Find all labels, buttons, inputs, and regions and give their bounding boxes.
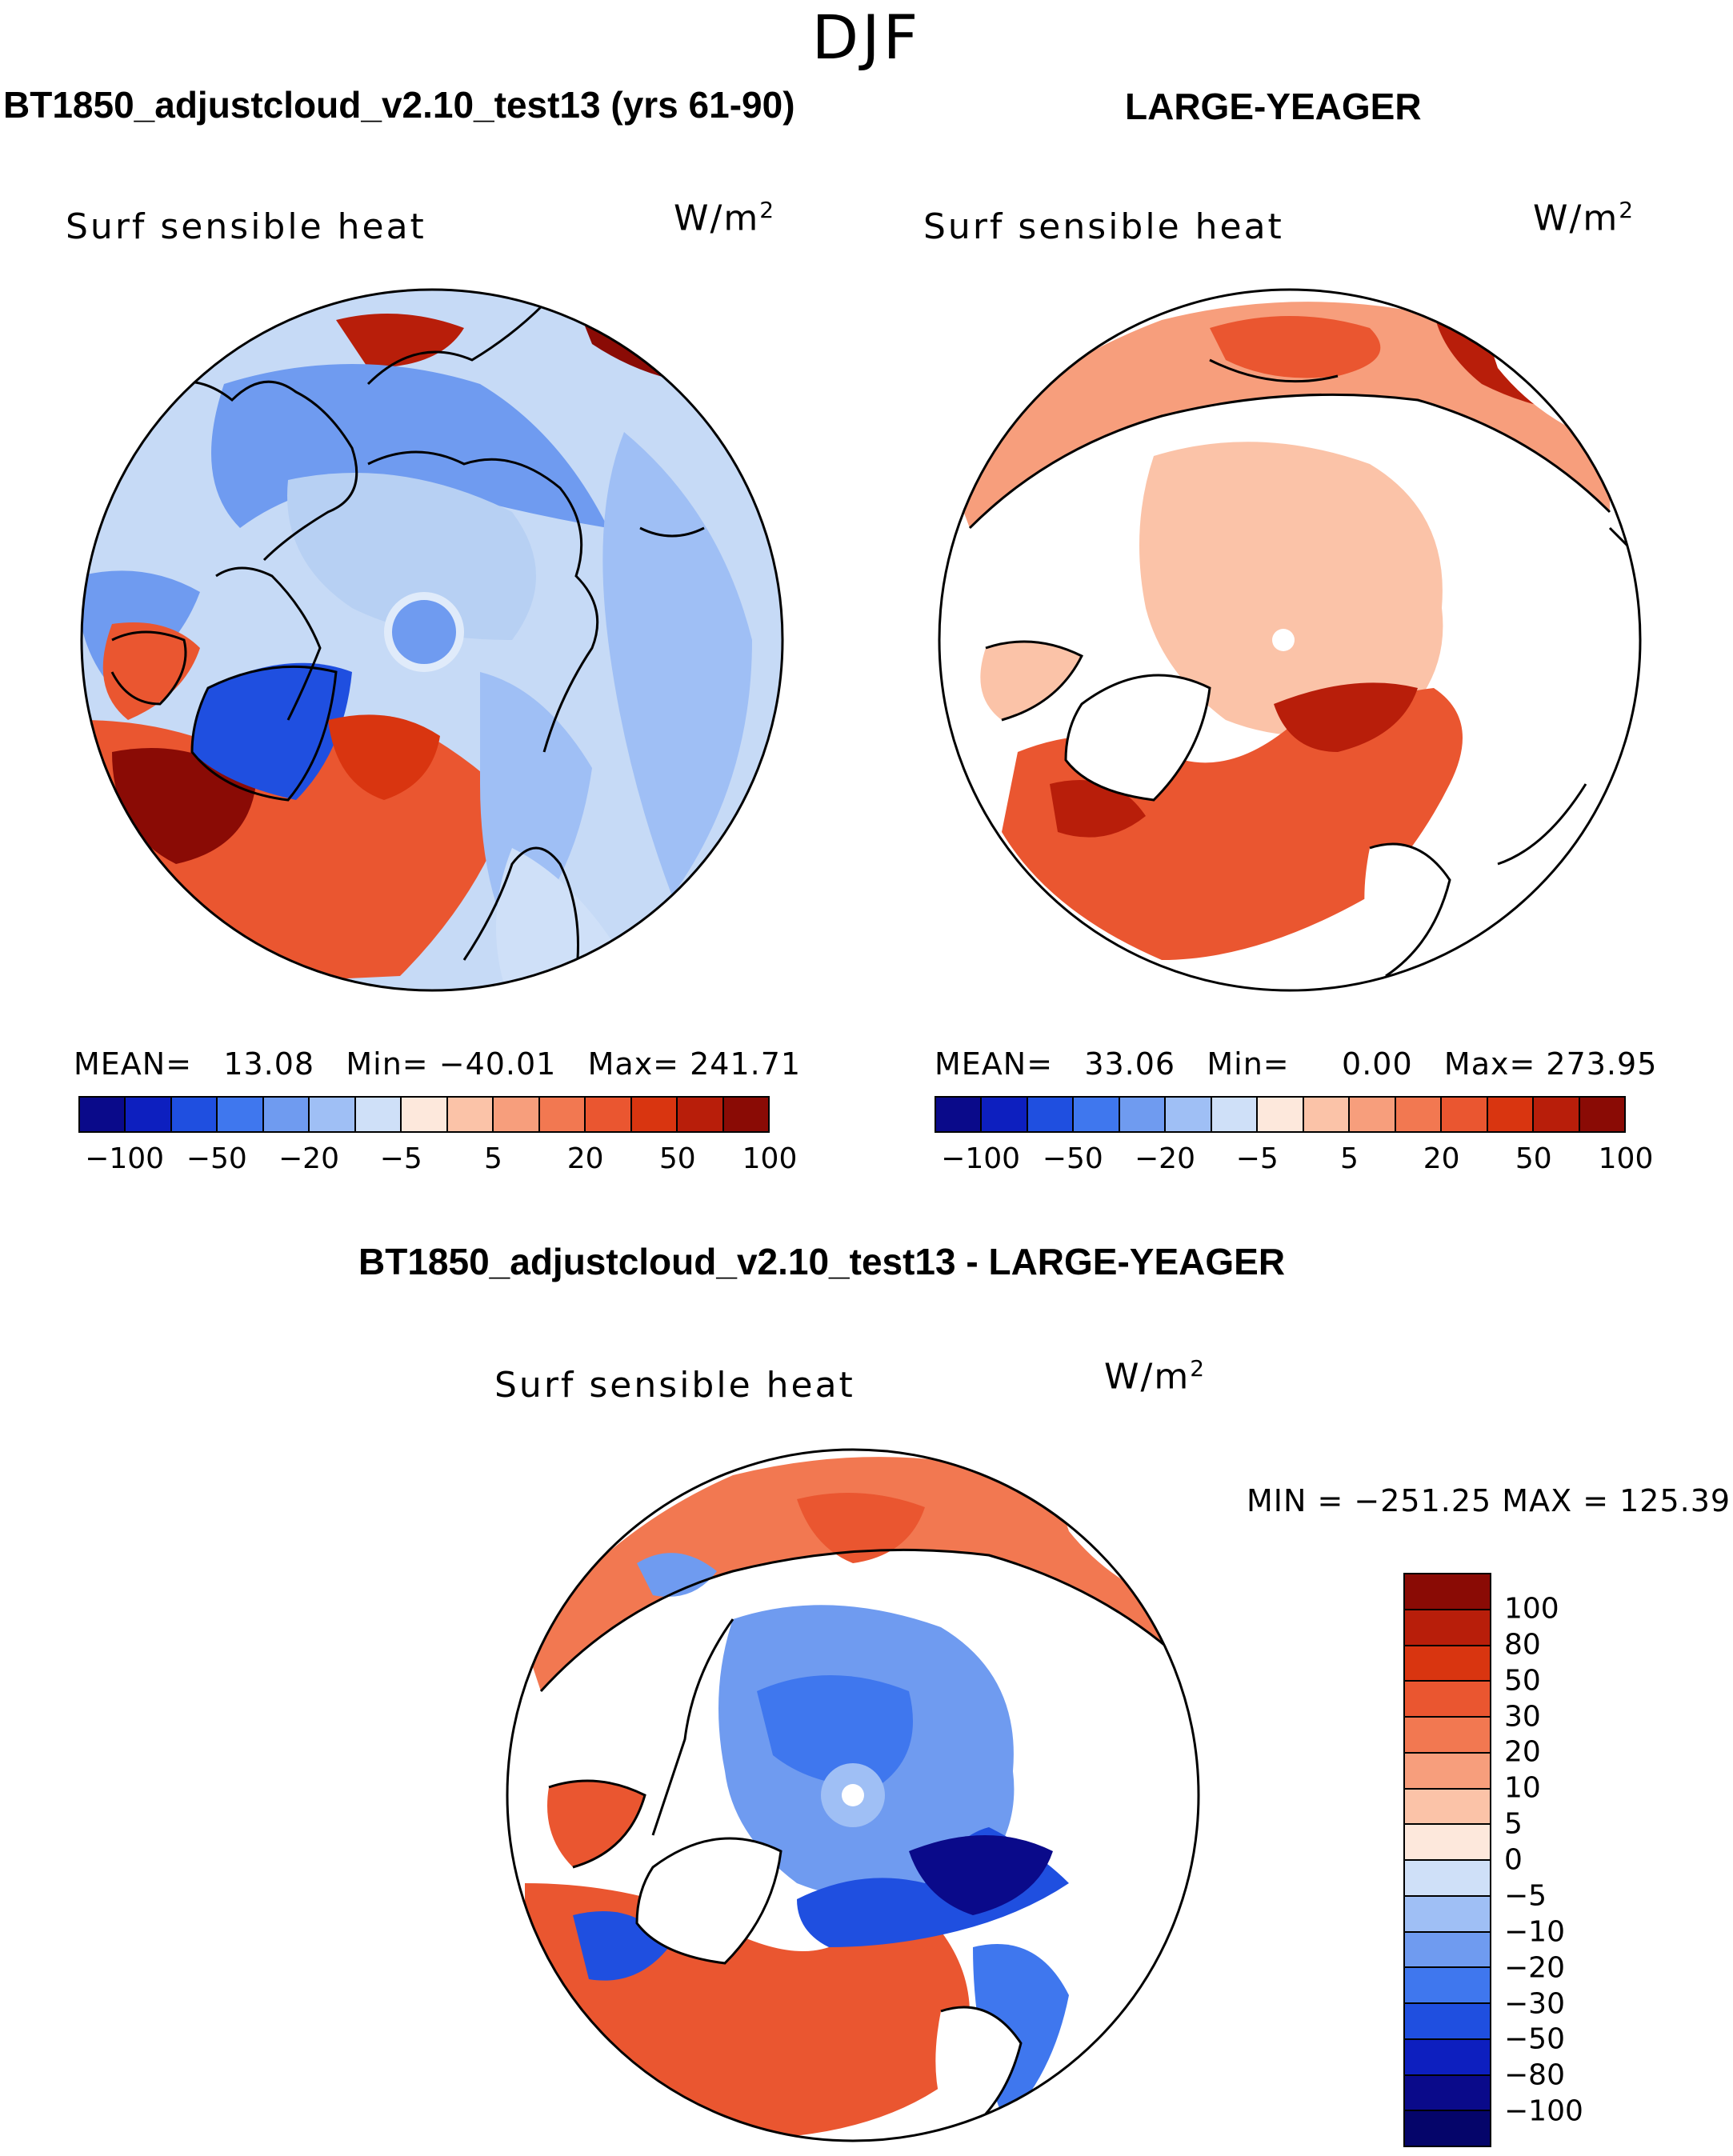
panel-obs-colorbar-swatch xyxy=(1258,1098,1304,1131)
panel-obs-stats: MEAN= 33.06 Min= 0.00 Max= 273.95 xyxy=(935,1046,1658,1082)
panel-model-colorbar-tick-label: 100 xyxy=(742,1142,798,1175)
panel-obs-colorbar-swatch xyxy=(982,1098,1028,1131)
panel-model-colorbar-swatch xyxy=(678,1098,724,1131)
panel-obs-colorbar-swatch xyxy=(1211,1098,1259,1131)
panel-model-colorbar-tick-label: −50 xyxy=(186,1142,247,1175)
panel-diff-colorbar-tick-label: −5 xyxy=(1504,1879,1547,1913)
panel-diff-colorbar-tick-label: 100 xyxy=(1504,1592,1559,1626)
panel-model-colorbar-swatch xyxy=(494,1098,540,1131)
panel-obs-variable: Surf sensible heat xyxy=(923,206,1284,247)
panel-model-colorbar-tick-label: 5 xyxy=(483,1142,502,1175)
panel-model-colorbar-swatch xyxy=(539,1098,586,1131)
panel-obs-colorbar-swatch xyxy=(1074,1098,1120,1131)
panel-diff-colorbar-swatch xyxy=(1405,1682,1490,1718)
main-title: DJF xyxy=(811,2,922,73)
panel-diff-colorbar-tick-label: −100 xyxy=(1504,2094,1583,2128)
panel-obs-map xyxy=(938,288,1642,992)
panel-obs-colorbar-swatch xyxy=(1442,1098,1488,1131)
panel-diff-colorbar-swatch xyxy=(1405,1861,1490,1897)
panel-model-colorbar-tick-label: −20 xyxy=(278,1142,339,1175)
panel-diff-colorbar-swatch xyxy=(1405,1610,1490,1646)
panel-diff-minmax: MIN = −251.25 MAX = 125.39 xyxy=(1247,1483,1731,1518)
panel-diff-colorbar-swatch xyxy=(1405,1968,1490,2004)
panel-model-colorbar-swatch xyxy=(80,1098,126,1131)
panel-obs-colorbar-tick-label: 20 xyxy=(1423,1142,1460,1175)
panel-obs-colorbar-swatch xyxy=(936,1098,983,1131)
panel-diff-colorbar-swatch xyxy=(1405,1718,1490,1754)
panel-obs-colorbar-swatch xyxy=(1487,1098,1535,1131)
panel-diff-colorbar-tick-label: 20 xyxy=(1504,1735,1541,1769)
panel-model-colorbar-swatch xyxy=(447,1098,494,1131)
panel-diff-colorbar-ticks: 100 80 50 30 20 10 5 0 −5 −10 −20 −30 −50 −80 −100 xyxy=(1504,1573,1664,2147)
panel-diff-colorbar-tick-label: −10 xyxy=(1504,1915,1565,1949)
panel-diff-colorbar-swatch xyxy=(1405,2039,1490,2076)
panel-model-colorbar-tick-label: 20 xyxy=(566,1142,604,1175)
panel-model-colorbar-swatch xyxy=(310,1098,356,1131)
panel-diff-header: BT1850_adjustcloud_v2.10_test13 - LARGE-… xyxy=(358,1241,1286,1282)
panel-obs-colorbar-tick-label: −5 xyxy=(1235,1142,1279,1175)
panel-obs-colorbar xyxy=(935,1096,1626,1133)
panel-obs-colorbar-tick-label: 100 xyxy=(1598,1142,1654,1175)
panel-diff-colorbar-tick-label: −50 xyxy=(1504,2022,1565,2056)
panel-model-colorbar-swatch xyxy=(126,1098,172,1131)
panel-obs-colorbar-swatch xyxy=(1579,1098,1625,1131)
panel-diff-map xyxy=(506,1448,1200,2142)
panel-model-colorbar-ticks: −100 −50 −20 −5 5 20 50 100 xyxy=(78,1142,797,1182)
panel-diff-colorbar-tick-label: 50 xyxy=(1504,1664,1541,1698)
panel-diff-colorbar-swatch xyxy=(1405,2111,1490,2146)
panel-diff-variable: Surf sensible heat xyxy=(494,1365,855,1406)
panel-diff-colorbar-tick-label: 80 xyxy=(1504,1628,1541,1662)
panel-diff-colorbar-swatch xyxy=(1405,1574,1490,1610)
panel-model-colorbar-swatch xyxy=(355,1098,402,1131)
panel-model-colorbar-swatch xyxy=(218,1098,264,1131)
panel-diff-colorbar-tick-label: 0 xyxy=(1504,1843,1523,1877)
panel-diff-units: W/m2 xyxy=(1104,1355,1207,1398)
panel-obs-colorbar-swatch xyxy=(1119,1098,1167,1131)
panel-model-colorbar xyxy=(78,1096,770,1133)
panel-model-map xyxy=(80,288,784,992)
panel-diff-colorbar-swatch xyxy=(1405,2004,1490,2040)
panel-diff-colorbar-tick-label: 10 xyxy=(1504,1771,1541,1805)
panel-obs-colorbar-tick-label: 50 xyxy=(1515,1142,1552,1175)
panel-diff-colorbar-swatch xyxy=(1405,1932,1490,1969)
panel-model-colorbar-swatch xyxy=(263,1098,310,1131)
panel-obs-colorbar-swatch xyxy=(1027,1098,1075,1131)
panel-diff-colorbar-swatch xyxy=(1405,1789,1490,1826)
panel-obs-colorbar-swatch xyxy=(1166,1098,1212,1131)
panel-model-colorbar-tick-label: −5 xyxy=(379,1142,422,1175)
panel-obs-colorbar-swatch xyxy=(1395,1098,1443,1131)
panel-diff-colorbar-tick-label: −80 xyxy=(1504,2058,1565,2092)
panel-model-units: W/m2 xyxy=(674,197,776,239)
panel-obs-units: W/m2 xyxy=(1533,197,1635,239)
panel-obs-colorbar-swatch xyxy=(1350,1098,1396,1131)
panel-diff-colorbar-swatch xyxy=(1405,1825,1490,1861)
panel-diff-colorbar-tick-label: 5 xyxy=(1504,1807,1523,1841)
panel-model-colorbar-swatch xyxy=(586,1098,632,1131)
panel-model-variable: Surf sensible heat xyxy=(66,206,426,247)
panel-model-header: BT1850_adjustcloud_v2.10_test13 (yrs 61-… xyxy=(3,84,795,126)
panel-obs-colorbar-tick-label: −50 xyxy=(1042,1142,1103,1175)
panel-model-colorbar-swatch xyxy=(171,1098,218,1131)
panel-diff-colorbar-tick-label: −20 xyxy=(1504,1951,1565,1985)
panel-diff-colorbar-swatch xyxy=(1405,1646,1490,1682)
panel-obs-colorbar-swatch xyxy=(1534,1098,1580,1131)
panel-model-colorbar-swatch xyxy=(402,1098,448,1131)
panel-obs-colorbar-tick-label: −100 xyxy=(941,1142,1021,1175)
panel-diff-colorbar-swatch xyxy=(1405,1753,1490,1790)
panel-obs-colorbar-ticks: −100 −50 −20 −5 5 20 50 100 xyxy=(935,1142,1653,1182)
panel-model-stats: MEAN= 13.08 Min= −40.01 Max= 241.71 xyxy=(74,1046,802,1082)
panel-diff-colorbar-tick-label: −30 xyxy=(1504,1987,1565,2020)
panel-diff-colorbar-tick-label: 30 xyxy=(1504,1700,1541,1733)
panel-obs-header: LARGE-YEAGER xyxy=(1125,86,1422,127)
panel-obs-colorbar-tick-label: 5 xyxy=(1339,1142,1359,1175)
panel-model-colorbar-tick-label: 50 xyxy=(658,1142,696,1175)
panel-model-colorbar-tick-label: −100 xyxy=(85,1142,165,1175)
panel-diff-colorbar xyxy=(1403,1573,1491,2147)
panel-model-colorbar-swatch xyxy=(631,1098,678,1131)
panel-obs-colorbar-tick-label: −20 xyxy=(1135,1142,1195,1175)
panel-diff-colorbar-swatch xyxy=(1405,2075,1490,2112)
panel-diff-colorbar-swatch xyxy=(1405,1896,1490,1933)
panel-obs-colorbar-swatch xyxy=(1303,1098,1351,1131)
panel-model-colorbar-swatch xyxy=(723,1098,769,1131)
